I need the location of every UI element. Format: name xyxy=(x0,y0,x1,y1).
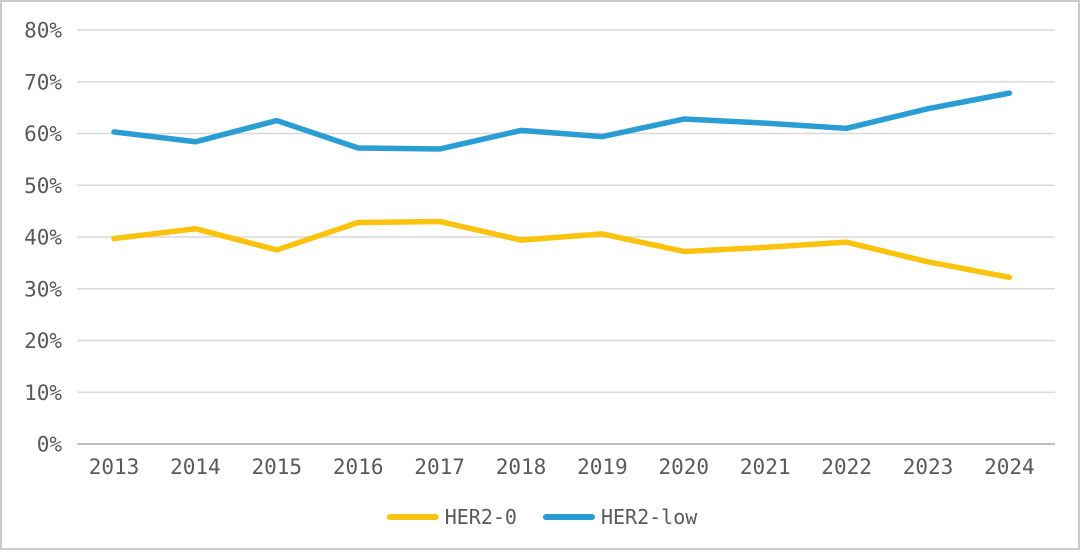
y-tick-label: 30% xyxy=(24,277,62,301)
x-tick-label: 2020 xyxy=(659,455,710,479)
x-tick-label: 2014 xyxy=(170,455,221,479)
y-axis-labels: 0% 10% 20% 30% 40% 50% 60% 70% 80% xyxy=(24,19,62,457)
y-tick-label: 80% xyxy=(24,19,62,43)
x-tick-label: 2019 xyxy=(577,455,628,479)
y-tick-label: 50% xyxy=(24,174,62,198)
series-line-her2-low xyxy=(111,90,1013,152)
y-tick-label: 70% xyxy=(24,70,62,94)
legend: HER2-0 HER2-low xyxy=(386,505,698,529)
y-tick-label: 10% xyxy=(24,381,62,405)
x-tick-label: 2021 xyxy=(740,455,791,479)
x-tick-label: 2024 xyxy=(984,455,1035,479)
x-axis-labels: 2013 2014 2015 2016 2017 2018 2019 2020 2021 2022… xyxy=(89,455,1035,479)
x-tick-label: 2018 xyxy=(496,455,547,479)
x-tick-label: 2015 xyxy=(252,455,303,479)
y-tick-label: 20% xyxy=(24,329,62,353)
x-tick-label: 2013 xyxy=(89,455,140,479)
y-tick-label: 60% xyxy=(24,122,62,146)
x-tick-label: 2022 xyxy=(821,455,872,479)
x-tick-label: 2016 xyxy=(333,455,384,479)
y-tick-label: 40% xyxy=(24,226,62,250)
y-tick-label: 0% xyxy=(37,433,63,457)
series-line-her2-0 xyxy=(111,218,1013,281)
legend-label-her2-0: HER2-0 xyxy=(445,505,517,529)
x-tick-label: 2017 xyxy=(414,455,465,479)
x-tick-label: 2023 xyxy=(903,455,954,479)
legend-label-her2-low: HER2-low xyxy=(601,505,698,529)
series-lines xyxy=(111,90,1013,281)
